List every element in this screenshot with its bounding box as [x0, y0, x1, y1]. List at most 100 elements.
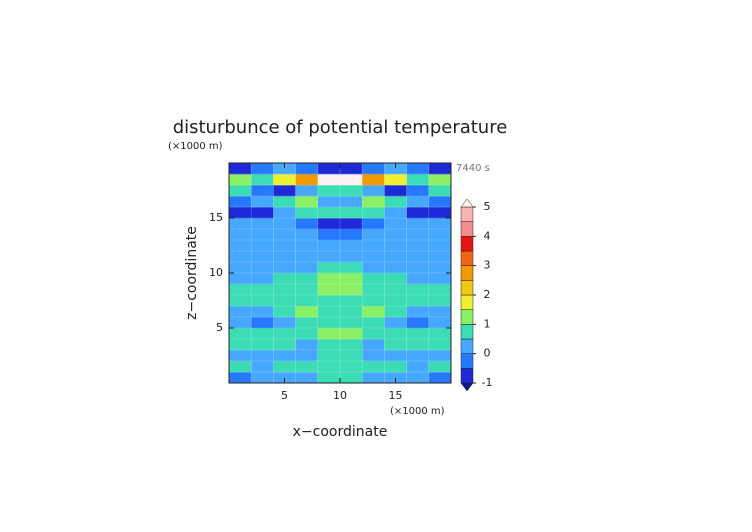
colorbar-band	[460, 265, 474, 281]
field-cell	[362, 229, 385, 241]
field-cell	[273, 174, 296, 186]
field-cell	[428, 361, 452, 373]
field-cell	[229, 328, 252, 340]
field-cell	[340, 251, 363, 263]
field-cell	[251, 262, 274, 274]
field-cell	[251, 163, 274, 175]
field-cell	[229, 350, 252, 362]
field-cell	[406, 240, 430, 252]
field-cell	[340, 284, 363, 296]
field-cell	[317, 284, 341, 296]
field-cell	[362, 174, 385, 186]
field-cell	[362, 317, 385, 329]
field-cell	[362, 361, 385, 373]
field-cell	[251, 229, 274, 241]
field-cell	[229, 163, 252, 175]
field-cell	[251, 273, 274, 285]
field-cell	[406, 361, 430, 373]
field-cell	[406, 306, 430, 318]
field-cell	[251, 240, 274, 252]
field-cell	[273, 306, 296, 318]
field-cell	[362, 350, 385, 362]
field-cell	[229, 284, 252, 296]
field-cell	[384, 185, 407, 197]
field-cell	[406, 174, 430, 186]
field-cell	[340, 273, 363, 285]
field-cell	[317, 306, 341, 318]
colorbar-band	[460, 368, 474, 384]
x-tick-label: 5	[281, 389, 288, 402]
field-cell	[273, 328, 296, 340]
field-cell	[273, 372, 296, 384]
field-cell	[428, 240, 452, 252]
field-cell	[229, 185, 252, 197]
field-cell	[384, 240, 407, 252]
field-cell	[273, 295, 296, 307]
field-cell	[340, 339, 363, 351]
field-cell	[229, 240, 252, 252]
field-cell	[229, 306, 252, 318]
y-tick-label: 5	[216, 321, 223, 334]
field-cell	[340, 295, 363, 307]
colorbar-tick-label: 3	[484, 259, 491, 272]
field-cell	[295, 339, 319, 351]
x-tick-label: 15	[389, 389, 403, 402]
field-cell	[251, 251, 274, 263]
y-unit-label: (×1000 m)	[168, 141, 223, 152]
field-cell	[251, 284, 274, 296]
field-cell	[362, 284, 385, 296]
field-cell	[384, 317, 407, 329]
x-unit-label: (×1000 m)	[390, 406, 445, 417]
field-cell	[273, 350, 296, 362]
field-cell	[362, 273, 385, 285]
field-cell	[295, 262, 319, 274]
field-cell	[384, 284, 407, 296]
field-cell	[406, 218, 430, 230]
field-cell	[362, 240, 385, 252]
field-cell	[362, 328, 385, 340]
field-cell	[295, 361, 319, 373]
field-cell	[317, 229, 341, 241]
field-cell	[229, 196, 252, 208]
colorbar-band	[460, 338, 474, 354]
field-cell	[406, 185, 430, 197]
field-cell	[406, 328, 430, 340]
field-cell	[295, 372, 319, 384]
field-cell	[362, 306, 385, 318]
field-cell	[273, 207, 296, 219]
field-cell	[317, 218, 341, 230]
field-cell	[384, 229, 407, 241]
field-cell	[273, 218, 296, 230]
field-cell	[406, 262, 430, 274]
field-cell	[362, 163, 385, 175]
field-cell	[229, 207, 252, 219]
field-cell	[406, 284, 430, 296]
field-cell	[384, 339, 407, 351]
y-tick-label: 15	[209, 211, 223, 224]
field-cell	[340, 361, 363, 373]
field-cell	[384, 295, 407, 307]
colorbar-band	[460, 280, 474, 296]
field-cell	[340, 185, 363, 197]
field-cell	[295, 229, 319, 241]
time-label: 7440 s	[456, 163, 490, 174]
field-cell	[273, 284, 296, 296]
field-cell	[406, 251, 430, 263]
y-axis-label: z−coordinate	[184, 226, 200, 320]
field-cell	[229, 361, 252, 373]
field-cell	[340, 218, 363, 230]
field-cell	[317, 196, 341, 208]
field-cell	[229, 229, 252, 241]
field-cell	[273, 273, 296, 285]
field-cell	[273, 240, 296, 252]
field-cell	[273, 317, 296, 329]
field-cell	[317, 273, 341, 285]
x-tick-label: 10	[333, 389, 347, 402]
colorbar-tick-label: 2	[484, 288, 491, 301]
field-cell	[317, 372, 341, 384]
field-cell	[317, 350, 341, 362]
field-cell	[295, 317, 319, 329]
field-cell	[428, 306, 452, 318]
field-cell	[273, 361, 296, 373]
field-cell	[340, 229, 363, 241]
